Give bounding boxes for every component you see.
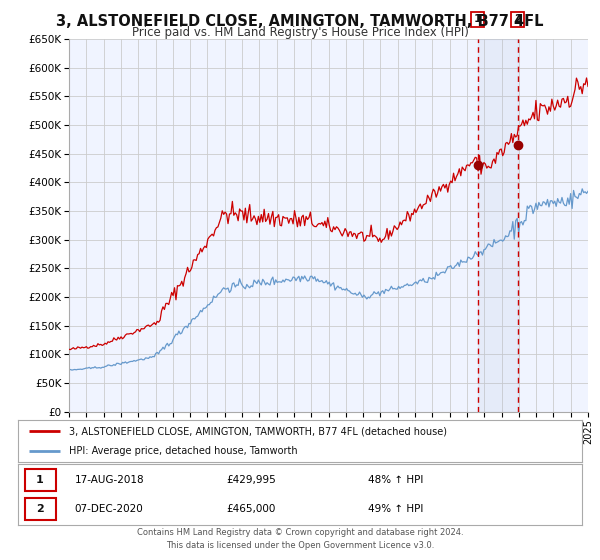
Text: 17-AUG-2018: 17-AUG-2018 (74, 475, 144, 486)
Text: 2: 2 (514, 15, 521, 24)
Text: 07-DEC-2020: 07-DEC-2020 (74, 503, 143, 514)
Text: Contains HM Land Registry data © Crown copyright and database right 2024.
This d: Contains HM Land Registry data © Crown c… (137, 528, 463, 549)
Text: 49% ↑ HPI: 49% ↑ HPI (368, 503, 423, 514)
Text: 3, ALSTONEFIELD CLOSE, AMINGTON, TAMWORTH, B77 4FL (detached house): 3, ALSTONEFIELD CLOSE, AMINGTON, TAMWORT… (69, 426, 447, 436)
Text: HPI: Average price, detached house, Tamworth: HPI: Average price, detached house, Tamw… (69, 446, 298, 456)
FancyBboxPatch shape (25, 497, 56, 520)
Bar (478, 39, 518, 412)
FancyBboxPatch shape (25, 469, 56, 492)
Text: 48% ↑ HPI: 48% ↑ HPI (368, 475, 423, 486)
Text: 3, ALSTONEFIELD CLOSE, AMINGTON, TAMWORTH, B77 4FL: 3, ALSTONEFIELD CLOSE, AMINGTON, TAMWORT… (56, 14, 544, 29)
Text: 1: 1 (474, 15, 482, 24)
Text: £429,995: £429,995 (227, 475, 277, 486)
Text: Price paid vs. HM Land Registry's House Price Index (HPI): Price paid vs. HM Land Registry's House … (131, 26, 469, 39)
Text: £465,000: £465,000 (227, 503, 276, 514)
Text: 2: 2 (36, 503, 44, 514)
Text: 1: 1 (36, 475, 44, 486)
